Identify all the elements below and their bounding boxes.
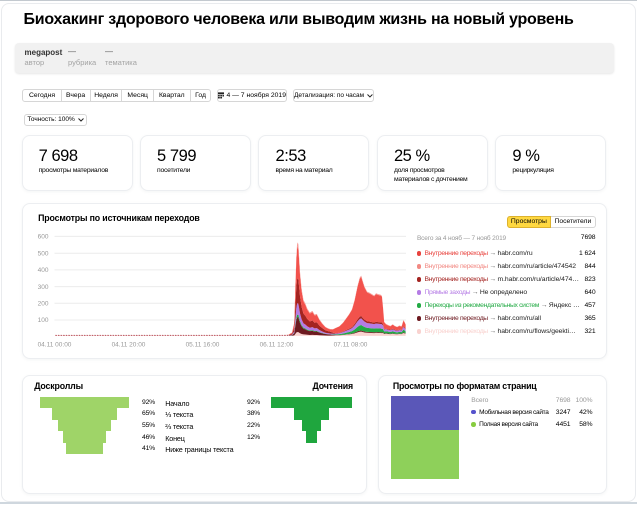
svg-text:600: 600 (37, 233, 48, 240)
svg-text:300: 300 (37, 283, 48, 290)
svg-text:200: 200 (37, 300, 48, 307)
svg-text:04.11 20:00: 04.11 20:00 (111, 341, 145, 348)
svg-text:500: 500 (37, 250, 48, 257)
svg-text:400: 400 (37, 267, 48, 274)
svg-text:06.11 12:00: 06.11 12:00 (259, 341, 293, 348)
svg-text:05.11 16:00: 05.11 16:00 (185, 341, 219, 348)
svg-text:04.11 00:00: 04.11 00:00 (37, 341, 71, 348)
svg-text:07.11 08:00: 07.11 08:00 (333, 341, 367, 348)
svg-text:100: 100 (37, 317, 48, 324)
